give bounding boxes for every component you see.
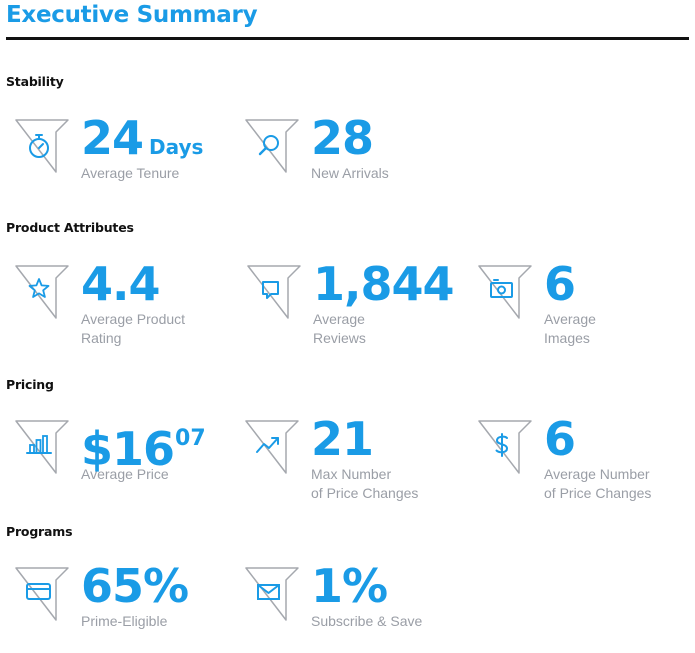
metric-label-line: Images (544, 330, 590, 346)
metric-value: 6 (544, 257, 576, 311)
metric-value: 24 Days (81, 112, 203, 173)
trend-arrow-icon (244, 419, 300, 475)
metric-value: 1% (311, 559, 388, 613)
metric-unit: Days (149, 135, 204, 159)
envelope-icon (244, 566, 300, 622)
metric-value: 65% (81, 559, 189, 613)
metric-number: 21 (311, 412, 374, 466)
metric-label-line: of Price Changes (311, 485, 419, 501)
metric-value: $1607 (81, 413, 206, 475)
title-divider (6, 37, 689, 40)
metric-value: 1,844 (313, 257, 455, 311)
metric-label-line: Average Price (81, 466, 169, 482)
metric-number: $16 (81, 422, 175, 476)
metric-value: 21 (311, 412, 374, 466)
metric-number: 4.4 (81, 257, 160, 311)
metric-label: Average Number of Price Changes (544, 465, 651, 503)
magnifier-icon (244, 118, 300, 174)
metric-label: Average Images (544, 310, 596, 348)
metric-label: Average Reviews (313, 310, 366, 348)
metric-number: 24 (81, 111, 144, 165)
metric-label: New Arrivals (311, 164, 389, 183)
metric-number: 1,844 (313, 257, 455, 311)
metric-label: Max Number of Price Changes (311, 465, 418, 503)
metric-label-line: Reviews (313, 330, 366, 346)
stopwatch-icon (14, 118, 70, 174)
metric-number: 6 (544, 257, 576, 311)
metric-label-line: Prime-Eligible (81, 613, 168, 629)
metric-label-line: Rating (81, 330, 122, 346)
metric-value: 6 (544, 412, 576, 466)
speech-bubble-icon (246, 264, 302, 320)
metric-value: 28 (311, 111, 374, 165)
metric-label: Subscribe & Save (311, 612, 422, 631)
metric-number: 65% (81, 559, 189, 613)
star-icon (14, 264, 70, 320)
metric-label-line: Subscribe & Save (311, 613, 423, 629)
metric-number: 1% (311, 559, 388, 613)
metric-label-line: Average Number (544, 466, 650, 482)
section-heading-product-attributes: Product Attributes (6, 220, 134, 235)
metric-label: Average Product Rating (81, 310, 185, 348)
metric-value: 4.4 (81, 258, 160, 310)
camera-icon (477, 264, 533, 320)
section-heading-stability: Stability (6, 74, 64, 89)
bar-chart-icon (14, 419, 70, 475)
metric-label-line: Average (544, 311, 596, 327)
metric-label: Prime-Eligible (81, 612, 167, 631)
credit-card-icon (14, 566, 70, 622)
metric-number: 28 (311, 111, 374, 165)
metric-label-line: Average (313, 311, 365, 327)
metric-label-line: Average Tenure (81, 165, 180, 181)
metric-label: Average Tenure (81, 164, 179, 183)
section-heading-pricing: Pricing (6, 377, 54, 392)
dollar-icon (477, 419, 533, 475)
metric-label: Average Price (81, 465, 169, 484)
section-heading-programs: Programs (6, 524, 73, 539)
page-title: Executive Summary (6, 2, 258, 28)
metric-label-line: New Arrivals (311, 165, 389, 181)
metric-label-line: Max Number (311, 466, 392, 482)
metric-number: 6 (544, 412, 576, 466)
metric-label-line: of Price Changes (544, 485, 652, 501)
metric-cents: 07 (175, 426, 206, 451)
metric-label-line: Average Product (81, 311, 186, 327)
